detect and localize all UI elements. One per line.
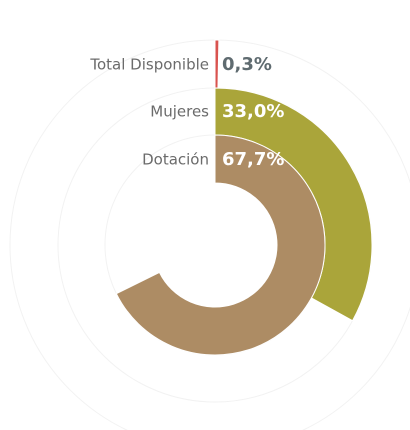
category-label: Total Disponible	[89, 56, 209, 74]
radial-bar	[115, 134, 326, 356]
value-label: 0,3%	[222, 54, 272, 75]
value-label: 67,7%	[222, 149, 284, 170]
labels: Total Disponible 0,3% Mujeres 33,0% Dotación…	[89, 54, 284, 170]
marks	[115, 39, 373, 356]
radial-bar	[214, 39, 220, 89]
category-label: Dotación	[142, 151, 209, 169]
value-label: 33,0%	[222, 101, 284, 122]
category-label: Mujeres	[150, 103, 209, 121]
